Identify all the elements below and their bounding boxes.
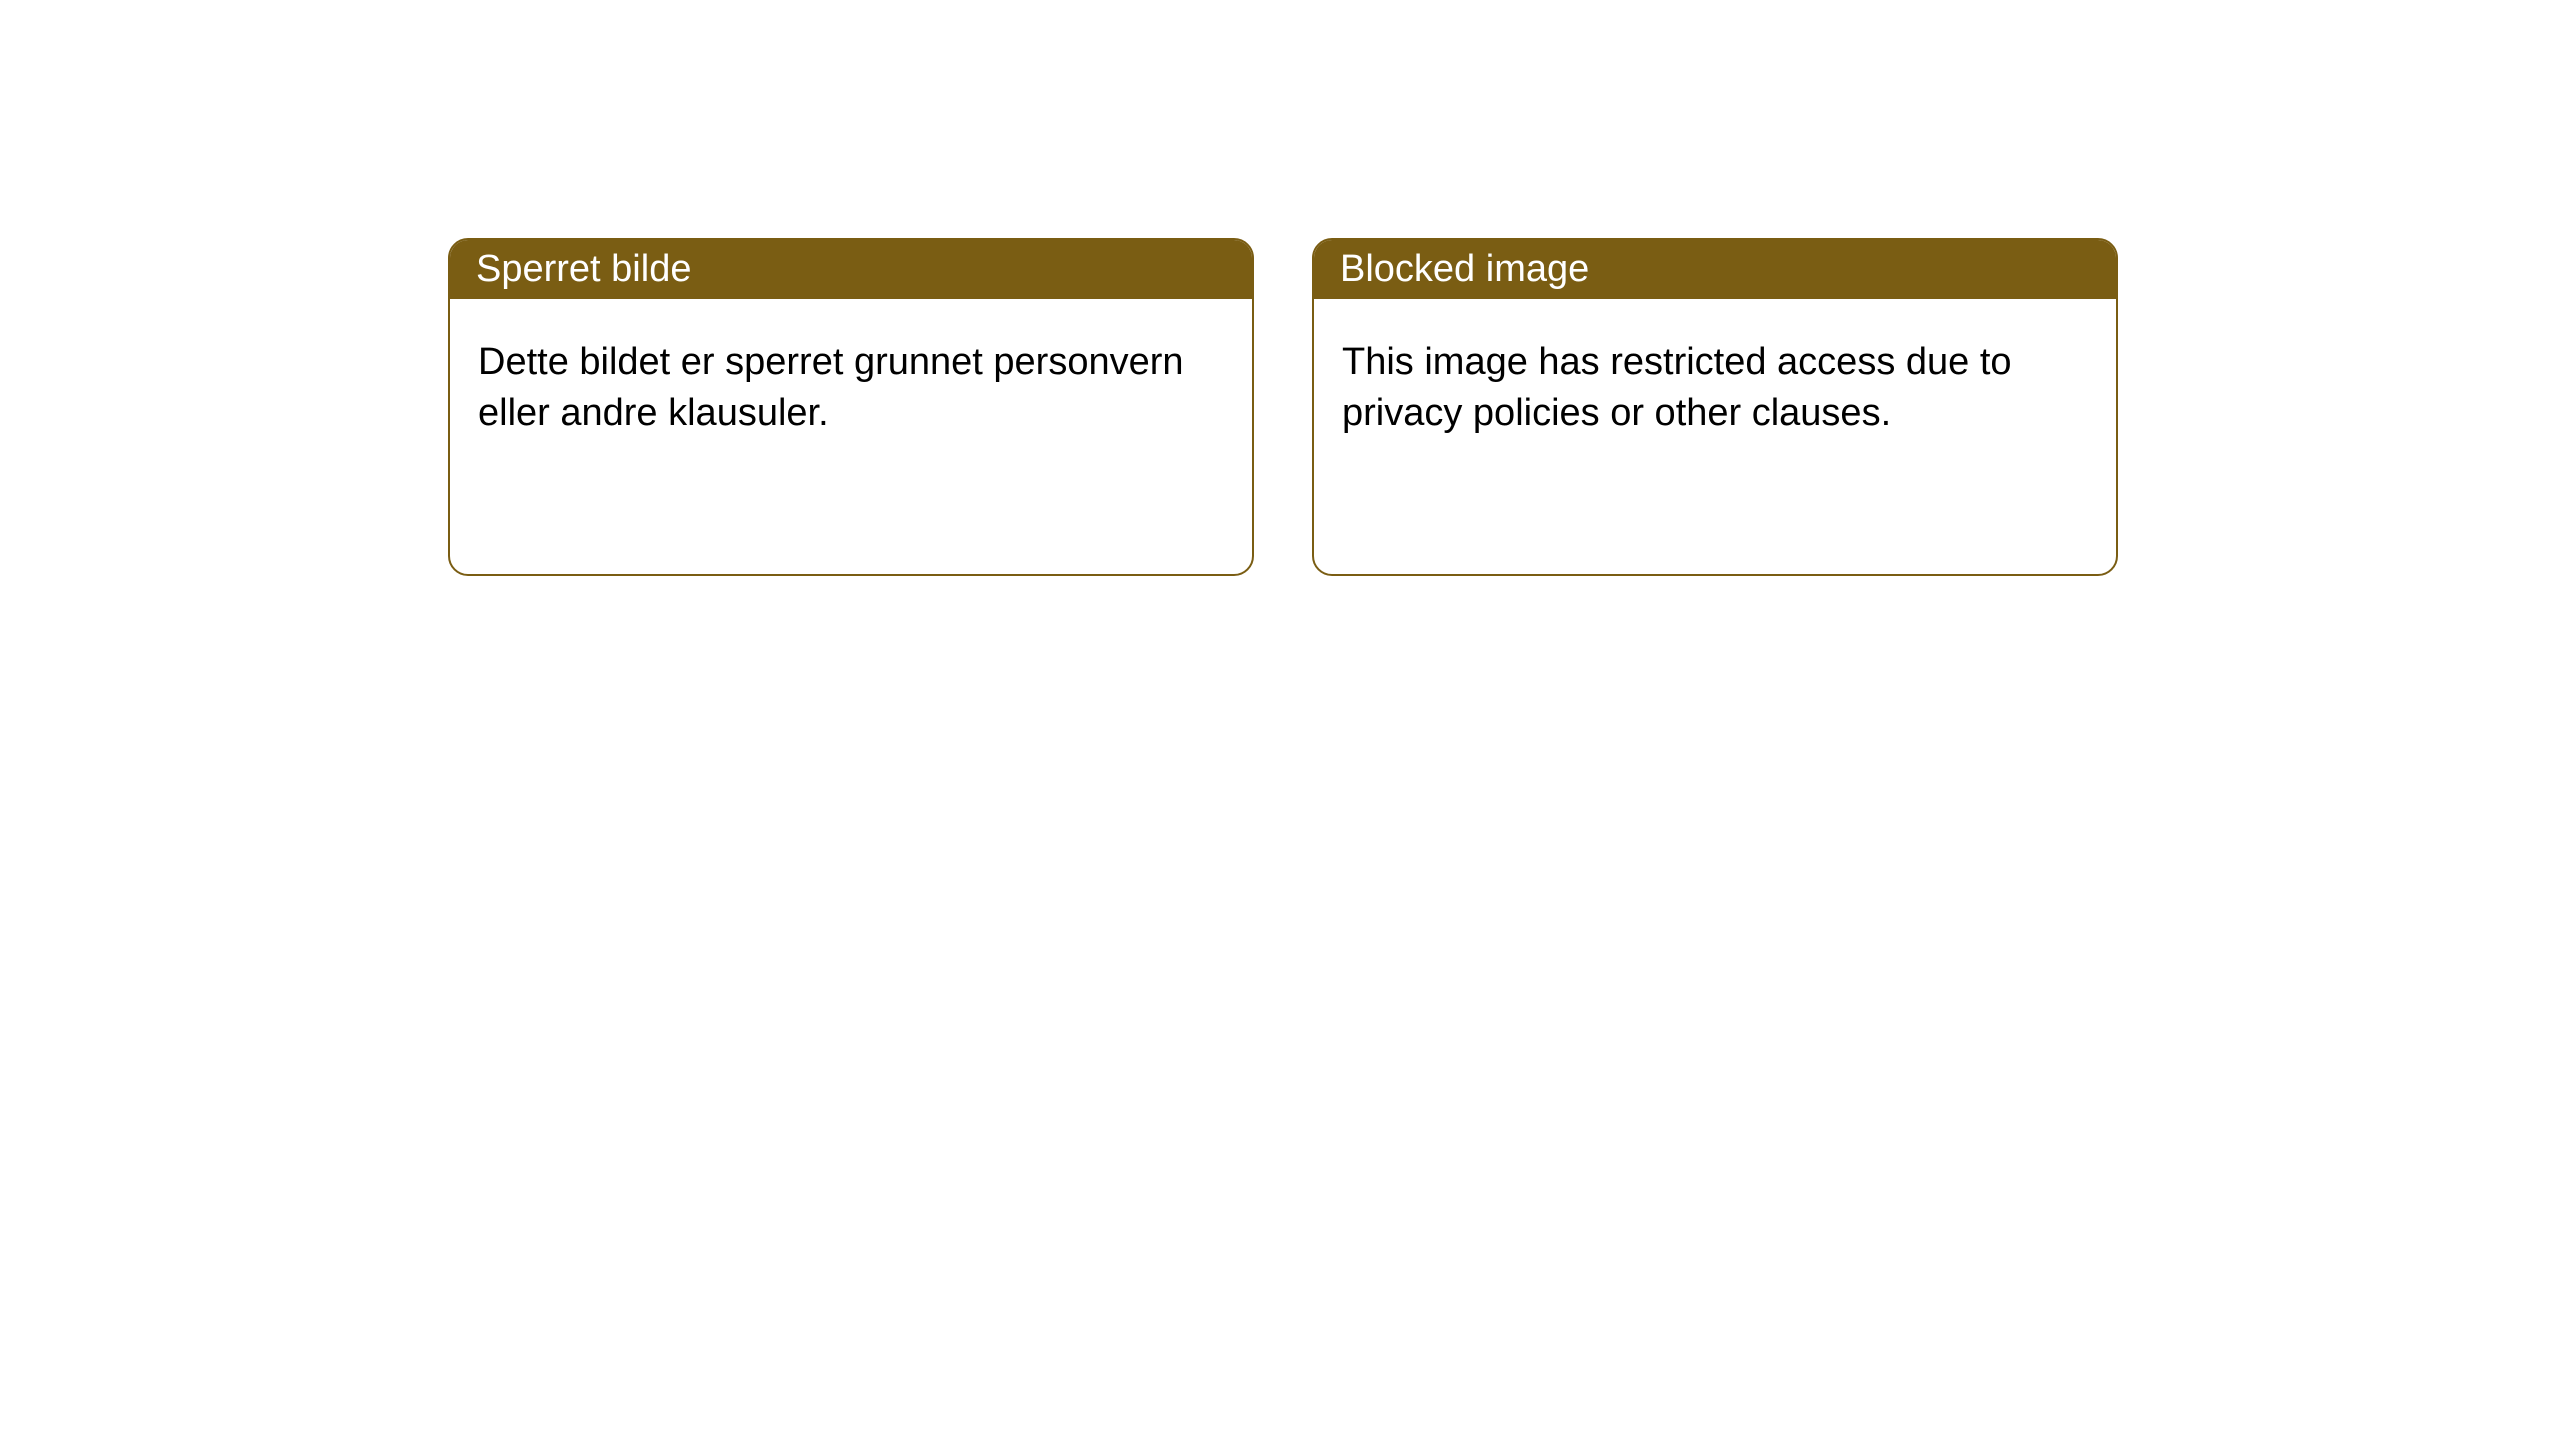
notice-container: Sperret bilde Dette bildet er sperret gr… xyxy=(0,0,2560,576)
blocked-image-card-en: Blocked image This image has restricted … xyxy=(1312,238,2118,576)
card-title-en: Blocked image xyxy=(1340,248,1589,290)
card-message-en: This image has restricted access due to … xyxy=(1342,341,2012,434)
card-header-no: Sperret bilde xyxy=(450,240,1252,299)
card-body-no: Dette bildet er sperret grunnet personve… xyxy=(450,299,1252,478)
card-body-en: This image has restricted access due to … xyxy=(1314,299,2116,478)
card-message-no: Dette bildet er sperret grunnet personve… xyxy=(478,341,1184,434)
card-header-en: Blocked image xyxy=(1314,240,2116,299)
blocked-image-card-no: Sperret bilde Dette bildet er sperret gr… xyxy=(448,238,1254,576)
card-title-no: Sperret bilde xyxy=(476,248,691,290)
